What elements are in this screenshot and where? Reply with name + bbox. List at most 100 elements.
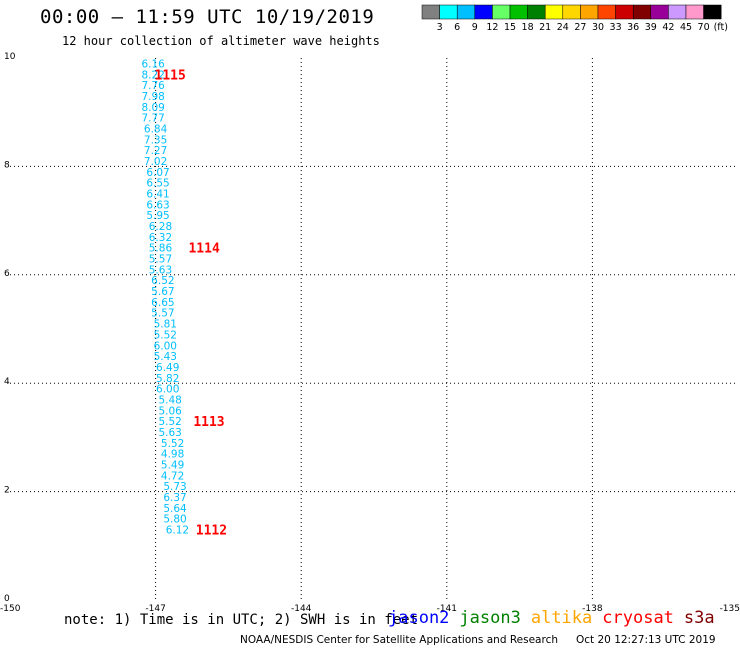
wave-height-label: 6.63: [146, 199, 169, 211]
wave-height-label: 6.32: [149, 232, 172, 244]
y-tick-label: 0: [4, 594, 10, 604]
color-swatch: [668, 4, 687, 20]
time-label: 1113: [193, 415, 224, 430]
y-tick-label: 2: [4, 486, 10, 496]
time-label: 1112: [196, 524, 227, 539]
x-tick-label: -144: [291, 604, 312, 614]
color-scale-label: 24: [557, 22, 569, 33]
satellite-label: jason2: [388, 608, 450, 628]
satellite-legend: jason2 jason3 altika cryosat s3a: [388, 608, 725, 628]
color-swatch: [632, 4, 652, 20]
wave-height-label: 5.86: [149, 243, 173, 255]
color-swatch: [685, 4, 704, 20]
wave-height-label: 5.73: [163, 481, 186, 493]
color-swatch: [456, 4, 476, 20]
color-swatch: [562, 4, 581, 20]
wave-height-label: 5.06: [158, 405, 182, 417]
color-scale-label: 42: [662, 22, 674, 33]
wave-height-label: 6.00: [156, 384, 179, 396]
wave-height-label: 7.27: [144, 145, 167, 157]
wave-height-label: 8.09: [141, 102, 164, 114]
wave-height-label: 5.52: [158, 416, 181, 428]
wave-height-label: 5.63: [158, 427, 181, 439]
color-scale-label: 70: [698, 22, 710, 33]
wave-height-label: 5.81: [154, 319, 177, 331]
color-scale-label: 36: [627, 22, 639, 33]
x-tick-label: -135: [720, 604, 740, 614]
wave-height-label: 6.37: [163, 492, 186, 504]
satellite-label: s3a: [683, 608, 715, 628]
wave-height-label: 6.12: [166, 525, 189, 537]
color-scale-label: 6: [454, 22, 460, 33]
color-swatch: [544, 4, 564, 20]
y-tick-label: 6: [4, 269, 10, 279]
wave-height-label: 6.07: [146, 167, 169, 179]
color-scale-label: 12: [486, 22, 498, 33]
time-label: 1114: [188, 242, 219, 257]
color-swatch: [527, 4, 546, 20]
chart-subtitle: 12 hour collection of altimeter wave hei…: [62, 34, 380, 48]
color-scale-legend: 3 6 9 12 15 18 21 24 27 30 33 36 39 42 45 70 (ft): [421, 4, 728, 33]
color-swatch: [580, 4, 599, 20]
color-scale-unit: (ft): [714, 22, 728, 33]
color-scale-label: 30: [592, 22, 604, 33]
color-swatch: [703, 4, 722, 20]
wave-height-label: 5.52: [154, 329, 177, 341]
color-scale-label: 39: [645, 22, 657, 33]
color-swatch: [509, 4, 528, 20]
wave-height-label: 6.28: [149, 221, 172, 233]
wave-height-label: 6.49: [156, 362, 179, 374]
credit-line: NOAA/NESDIS Center for Satellite Applica…: [240, 634, 716, 646]
footer-note: note: 1) Time is in UTC; 2) SWH is in fe…: [64, 612, 419, 628]
wave-height-label: 7.98: [141, 91, 164, 103]
wave-height-label: 5.57: [151, 308, 174, 320]
wave-height-label: 5.67: [151, 286, 174, 298]
wave-height-label: 5.48: [158, 394, 181, 406]
wave-height-label: 8.22: [141, 69, 164, 81]
wave-height-label: 7.77: [141, 113, 164, 125]
wave-height-label: 4.98: [161, 449, 184, 461]
x-tick-label: -141: [437, 604, 457, 614]
chart-title: 00:00 – 11:59 UTC 10/19/2019: [40, 6, 375, 28]
color-swatch: [597, 4, 616, 20]
color-scale-label: 15: [504, 22, 516, 33]
wave-height-label: 6.55: [146, 178, 169, 190]
wave-height-label: 6.00: [154, 340, 177, 352]
wave-height-label: 5.52: [161, 438, 184, 450]
wave-height-label: 7.35: [144, 134, 167, 146]
color-scale-label: 27: [574, 22, 586, 33]
color-swatch: [474, 4, 493, 20]
y-tick-label: 10: [4, 52, 16, 62]
wave-height-label: 6.52: [151, 275, 174, 287]
wave-height-label: 7.02: [144, 156, 167, 168]
color-scale-label: 3: [437, 22, 443, 33]
credit-text: NOAA/NESDIS Center for Satellite Applica…: [240, 634, 558, 646]
color-scale-label: 9: [472, 22, 478, 33]
wave-height-label: 5.82: [156, 373, 179, 385]
wave-height-label: 5.49: [161, 460, 184, 472]
color-swatch: [492, 4, 511, 20]
wave-height-label: 5.57: [149, 254, 172, 266]
wave-height-label: 4.72: [161, 470, 184, 482]
wave-height-label: 6.16: [141, 58, 165, 70]
satellite-label: jason3: [459, 608, 521, 628]
color-scale-label: 45: [680, 22, 692, 33]
satellite-label: altika: [530, 608, 593, 628]
axis-ticks: -150 -147 -144 -141 -138 -135 0 2 4 6 8 10: [0, 52, 740, 614]
wave-height-label: 7.76: [141, 80, 165, 92]
color-swatch: [650, 4, 669, 20]
wave-height-label: 5.64: [163, 503, 187, 515]
wave-height-label: 5.80: [163, 514, 186, 526]
color-scale-label: 21: [539, 22, 551, 33]
color-swatch: [615, 4, 634, 20]
color-swatch: [439, 4, 458, 20]
y-tick-label: 8: [4, 160, 10, 170]
wave-height-label: 6.65: [151, 297, 174, 309]
data-points: 6.168.227.767.988.097.776.847.357.277.02…: [141, 58, 189, 536]
time-labels: 1115 1114 1113 1112: [155, 68, 228, 538]
color-swatch: [421, 4, 440, 20]
color-scale-label: 33: [610, 22, 622, 33]
timestamp: Oct 20 12:27:13 UTC 2019: [576, 634, 716, 646]
wave-height-label: 6.84: [144, 123, 168, 135]
